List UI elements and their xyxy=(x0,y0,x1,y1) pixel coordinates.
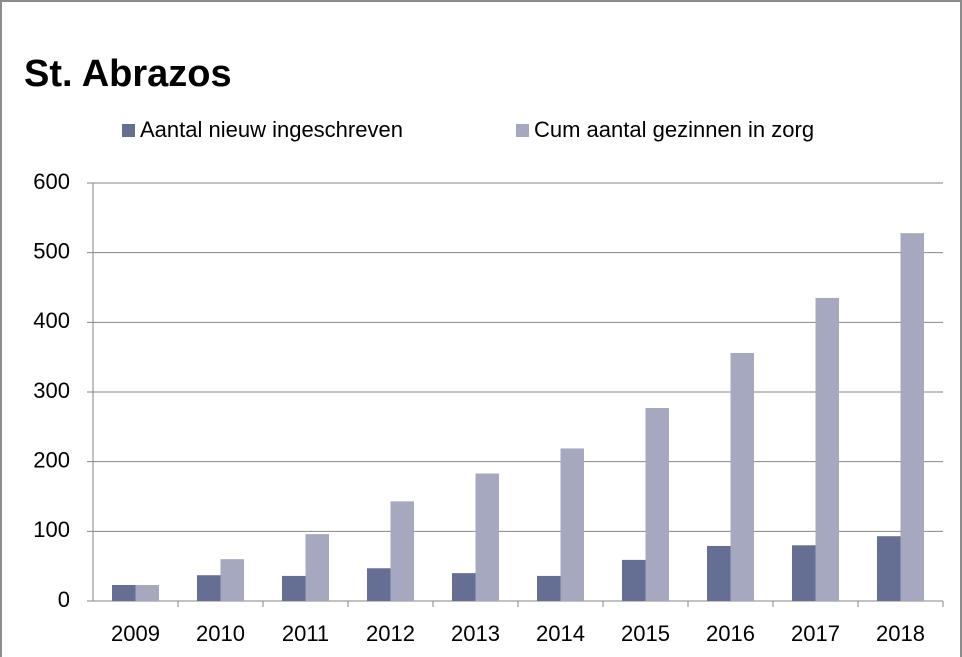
x-tick-label: 2011 xyxy=(282,621,329,646)
bar xyxy=(305,534,329,601)
x-tick-label: 2016 xyxy=(706,621,755,646)
bar xyxy=(475,473,499,601)
chart-title: St. Abrazos xyxy=(24,53,232,95)
y-tick-label: 100 xyxy=(33,517,70,542)
y-tick-label: 200 xyxy=(33,447,70,472)
x-tick-label: 2017 xyxy=(791,621,840,646)
bar xyxy=(197,575,221,601)
bar xyxy=(792,545,816,601)
y-tick-label: 0 xyxy=(58,587,70,612)
bar xyxy=(112,584,136,601)
bar xyxy=(645,408,669,601)
bar xyxy=(730,352,754,601)
bar xyxy=(622,559,646,601)
y-tick-label: 500 xyxy=(33,238,70,263)
x-tick-label: 2018 xyxy=(876,621,925,646)
x-tick-label: 2012 xyxy=(366,621,415,646)
bar xyxy=(815,297,839,601)
y-tick-label: 400 xyxy=(33,308,70,333)
legend-label: Cum aantal gezinnen in zorg xyxy=(534,117,814,142)
bar xyxy=(282,575,306,601)
y-tick-label: 300 xyxy=(33,378,70,403)
bar xyxy=(900,233,924,601)
bar xyxy=(135,584,159,601)
legend-label: Aantal nieuw ingeschreven xyxy=(140,117,403,142)
bar xyxy=(367,568,391,601)
legend-swatch xyxy=(516,124,529,137)
x-tick-label: 2015 xyxy=(621,621,670,646)
bar xyxy=(390,501,414,601)
bar xyxy=(220,559,244,601)
bar xyxy=(452,573,476,601)
x-tick-label: 2009 xyxy=(111,621,160,646)
x-tick-label: 2014 xyxy=(536,621,585,646)
bar xyxy=(560,448,584,601)
y-tick-label: 600 xyxy=(33,169,70,194)
x-tick-label: 2010 xyxy=(196,621,245,646)
bar xyxy=(707,545,731,601)
x-tick-label: 2013 xyxy=(451,621,500,646)
bar xyxy=(537,575,561,601)
bar xyxy=(877,536,901,601)
legend-swatch xyxy=(122,124,135,137)
